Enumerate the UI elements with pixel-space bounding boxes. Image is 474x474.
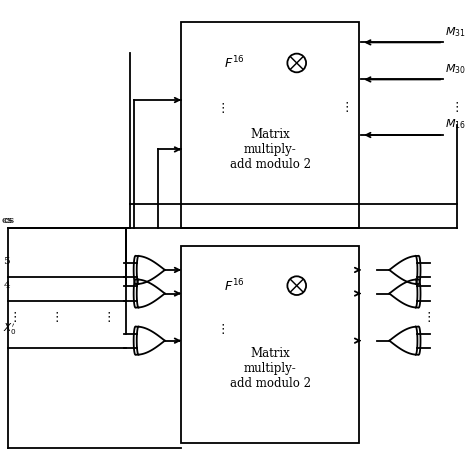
Text: $\vdots$: $\vdots$	[450, 100, 459, 114]
Text: $\vdots$: $\vdots$	[8, 310, 17, 324]
Text: $M_{30}$: $M_{30}$	[446, 62, 466, 76]
Text: $M_{16}$: $M_{16}$	[446, 118, 466, 131]
Text: $\vdots$: $\vdots$	[340, 100, 349, 114]
Text: $\vdots$: $\vdots$	[422, 310, 431, 324]
Text: $X_0'$: $X_0'$	[3, 321, 17, 337]
Text: $\vdots$: $\vdots$	[101, 310, 110, 324]
Text: $\vdots$: $\vdots$	[216, 101, 225, 115]
Text: $\vdots$: $\vdots$	[216, 322, 225, 336]
Text: cs: cs	[1, 216, 12, 225]
Bar	[181, 22, 359, 228]
Bar	[181, 246, 359, 443]
Text: $\vdots$: $\vdots$	[50, 310, 59, 324]
Text: Matrix
multiply-
add modulo 2: Matrix multiply- add modulo 2	[229, 128, 310, 171]
Text: 4: 4	[3, 281, 10, 290]
Text: 5: 5	[3, 257, 10, 266]
Text: Matrix
multiply-
add modulo 2: Matrix multiply- add modulo 2	[229, 346, 310, 390]
Text: $F^{16}$: $F^{16}$	[224, 55, 245, 71]
Text: cs: cs	[3, 216, 15, 225]
Text: $F^{16}$: $F^{16}$	[224, 277, 245, 294]
Text: $M_{31}$: $M_{31}$	[446, 25, 466, 39]
